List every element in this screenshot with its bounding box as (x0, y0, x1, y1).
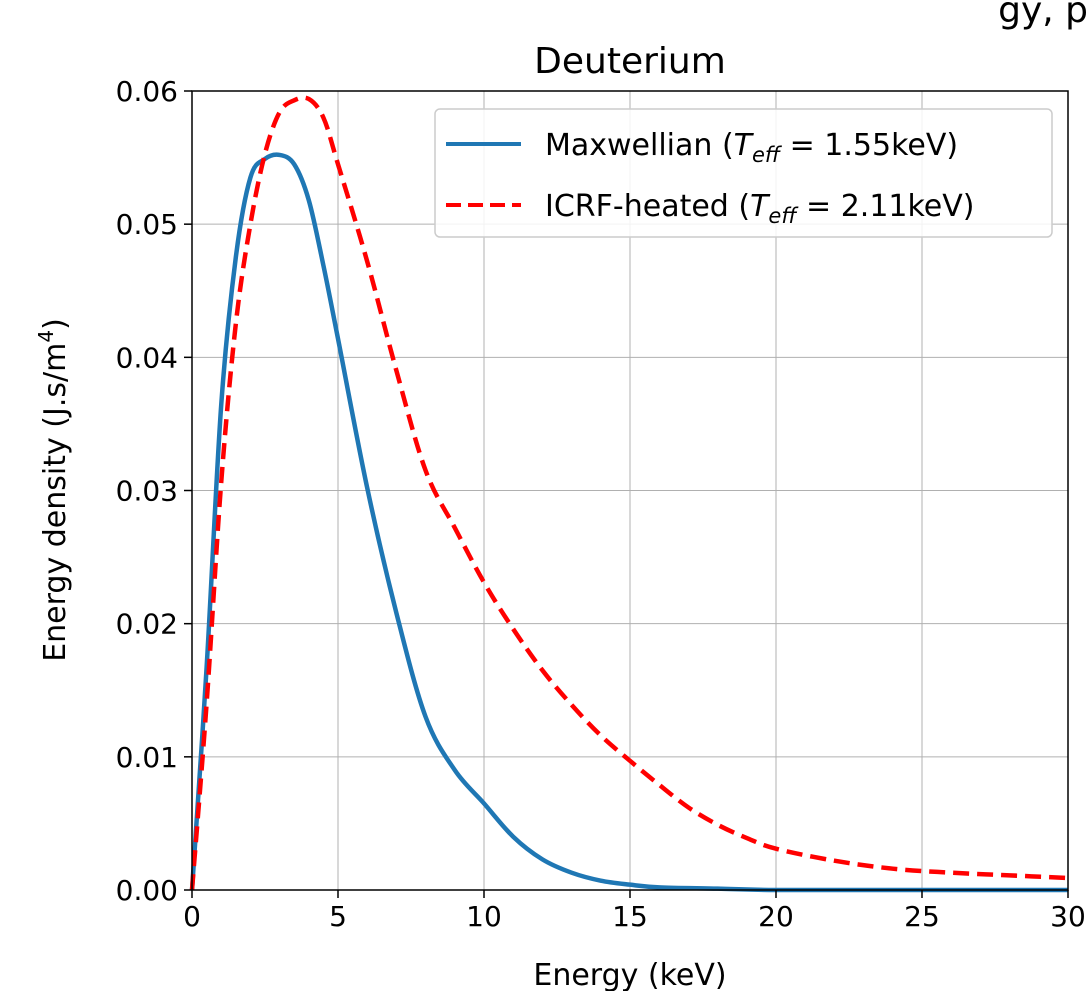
y-axis-title-sup: 4 (34, 330, 58, 343)
legend-label-icrf: ICRF-heated (Teff = 2.11keV) (545, 189, 974, 228)
legend-maxwellian-prefix: Maxwellian ( (545, 128, 734, 163)
chart-title: Deuterium (534, 41, 726, 82)
legend-label-maxwellian: Maxwellian (Teff = 1.55keV) (545, 128, 958, 167)
x-tick-label: 5 (329, 900, 347, 933)
legend: Maxwellian (Teff = 1.55keV) ICRF-heated … (434, 108, 1053, 238)
y-axis-title-main: Energy density (J.s/m (38, 343, 73, 662)
clipped-top-text: gy, p (998, 0, 1088, 31)
x-tick-label: 25 (904, 900, 940, 933)
x-tick-label: 30 (1050, 900, 1086, 933)
series-line-icrf-heated (189, 95, 1069, 891)
y-tick-label: 0.04 (116, 341, 178, 374)
x-tick-label: 10 (466, 900, 502, 933)
x-axis: 0 5 10 15 20 25 30 (183, 890, 1086, 933)
legend-icrf-suffix: = 2.11keV) (796, 189, 974, 224)
series-line-maxwellian (189, 152, 1068, 893)
y-axis-title-end: ) (38, 318, 73, 330)
y-tick-label: 0.05 (116, 208, 178, 241)
x-tick-label: 15 (612, 900, 648, 933)
series-layer (189, 95, 1069, 893)
x-tick-label: 20 (758, 900, 794, 933)
legend-maxwellian-sub: eff (752, 143, 783, 167)
y-axis-title: Energy density (J.s/m4) (34, 318, 73, 662)
y-axis: 0.00 0.01 0.02 0.03 0.04 0.05 0.06 (116, 75, 192, 907)
y-tick-label: 0.02 (116, 608, 178, 641)
legend-icrf-prefix: ICRF-heated ( (545, 189, 750, 224)
legend-icrf-t: T (750, 189, 771, 224)
y-tick-label: 0.03 (116, 475, 178, 508)
legend-maxwellian-t: T (734, 128, 755, 163)
legend-icrf-sub: eff (768, 204, 799, 228)
y-tick-label: 0.01 (116, 741, 178, 774)
y-tick-label: 0.06 (116, 75, 178, 108)
x-tick-label: 0 (183, 900, 201, 933)
y-tick-label: 0.00 (116, 874, 178, 907)
legend-box (434, 108, 1053, 238)
x-axis-title: Energy (keV) (533, 958, 726, 991)
legend-maxwellian-suffix: = 1.55keV) (780, 128, 958, 163)
